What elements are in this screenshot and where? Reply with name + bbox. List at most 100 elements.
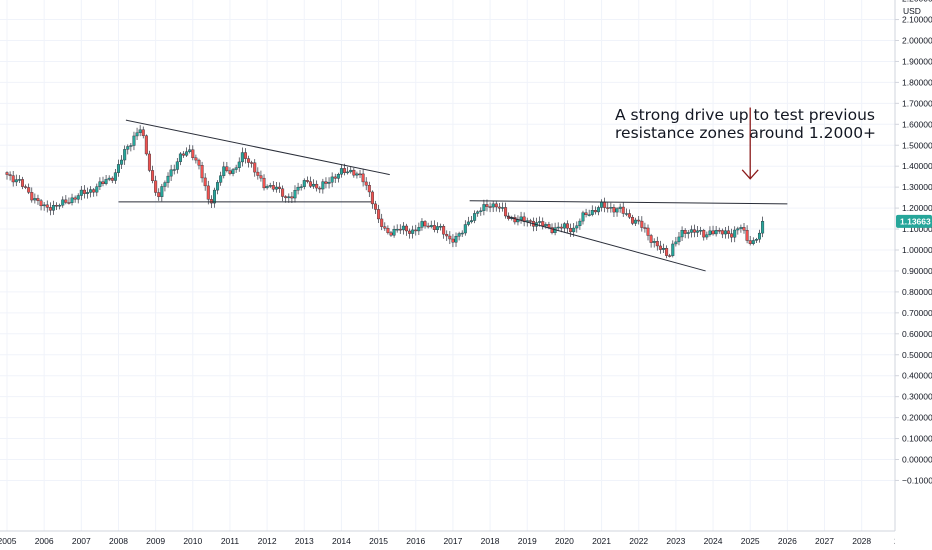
candle (89, 186, 93, 198)
candle-body (364, 181, 368, 186)
trendline-resistance-2017-2026[interactable] (469, 200, 788, 205)
candle (157, 188, 161, 201)
annotation-arrow[interactable] (741, 107, 759, 180)
candle-body (392, 229, 396, 236)
candle (312, 179, 316, 189)
candle-body (305, 180, 309, 182)
candle-body (596, 207, 600, 213)
candle-body (398, 228, 402, 231)
candle-body (761, 221, 765, 234)
candle-body (200, 165, 204, 179)
last-price-badge[interactable]: 1.13663 (896, 214, 932, 228)
candle-body (5, 172, 9, 175)
candle (386, 225, 390, 235)
x-tick-label: 2007 (72, 536, 91, 546)
candle-body (677, 236, 681, 243)
candle (160, 183, 164, 202)
candle (578, 218, 582, 230)
candle (240, 147, 244, 167)
candle-body (219, 175, 223, 183)
candle-body (578, 220, 582, 226)
candle-body (281, 188, 285, 197)
candle (182, 151, 186, 158)
candle (200, 161, 204, 183)
candle (11, 170, 15, 187)
trendlines[interactable] (118, 119, 788, 272)
candle-body (166, 175, 170, 183)
y-tick-label: 0.00000 (902, 455, 932, 465)
candle (45, 200, 49, 213)
candle (116, 159, 120, 177)
candle-body (470, 220, 474, 223)
candle-body (708, 230, 712, 235)
candle (281, 185, 285, 202)
candle-body (699, 230, 703, 232)
y-tick-label: 1.70000 (902, 98, 932, 108)
candle (714, 225, 718, 237)
candle (745, 225, 749, 244)
candle (652, 238, 656, 248)
candle (73, 195, 77, 203)
candle-body (265, 186, 269, 189)
candle (454, 232, 458, 247)
candle (739, 224, 743, 233)
candle-body (268, 185, 272, 187)
candle (717, 227, 721, 234)
candle (559, 223, 563, 233)
candle-body (312, 183, 316, 187)
candle (748, 235, 752, 246)
candle (5, 171, 9, 180)
candle-body (646, 227, 650, 236)
candle-body (86, 192, 90, 194)
x-axis[interactable]: 2005 2006 2007 2008 2009 2010 2011 2012 2013 2014… (0, 536, 904, 546)
candle (178, 152, 182, 166)
y-tick-label: 1.00000 (902, 245, 932, 255)
candle (216, 180, 220, 195)
candle (302, 178, 306, 190)
candle-body (491, 203, 495, 208)
candle-body (457, 233, 461, 237)
trendline-resistance-2008-2014[interactable] (125, 119, 390, 176)
candle (250, 160, 254, 168)
candle-body (61, 199, 65, 206)
annotation-line-2[interactable]: resistance zones around 1.2000+ (615, 124, 876, 142)
candle-body (395, 228, 399, 231)
y-tick-label: 0.70000 (902, 308, 932, 318)
candle-body (287, 196, 291, 199)
candle-body (206, 185, 210, 200)
candle-body (132, 135, 136, 146)
candle-body (466, 221, 470, 225)
candle (460, 230, 464, 237)
trendline-support-2018-2023[interactable] (506, 215, 706, 272)
candle (268, 182, 272, 189)
candle-body (417, 227, 421, 232)
x-tick-label: 2019 (518, 536, 537, 546)
x-tick-label: 2022 (629, 536, 648, 546)
candle (308, 176, 312, 188)
candle (129, 142, 133, 152)
candle-body (250, 162, 254, 164)
candle (702, 228, 706, 241)
candle (296, 182, 300, 195)
annotation-line-1[interactable]: A strong drive up to test previous (615, 106, 875, 124)
x-tick-label: 2020 (555, 536, 574, 546)
candle (435, 222, 439, 234)
candle (708, 226, 712, 237)
candle-body (754, 239, 758, 241)
candle-body (488, 206, 492, 208)
candle-body (559, 226, 563, 229)
candle (392, 225, 396, 238)
candle (733, 226, 737, 243)
x-tick-label: 2016 (406, 536, 425, 546)
candle (138, 125, 142, 137)
candle (175, 158, 179, 174)
candle (680, 226, 684, 241)
y-axis[interactable]: 2.20000 2.10000 2.00000 1.90000 1.80000 1.700… (895, 0, 932, 485)
candle (736, 226, 740, 235)
candle (556, 222, 560, 232)
candle-body (550, 227, 554, 233)
candle (76, 193, 80, 204)
candle-body (500, 207, 504, 209)
candle (67, 197, 71, 205)
